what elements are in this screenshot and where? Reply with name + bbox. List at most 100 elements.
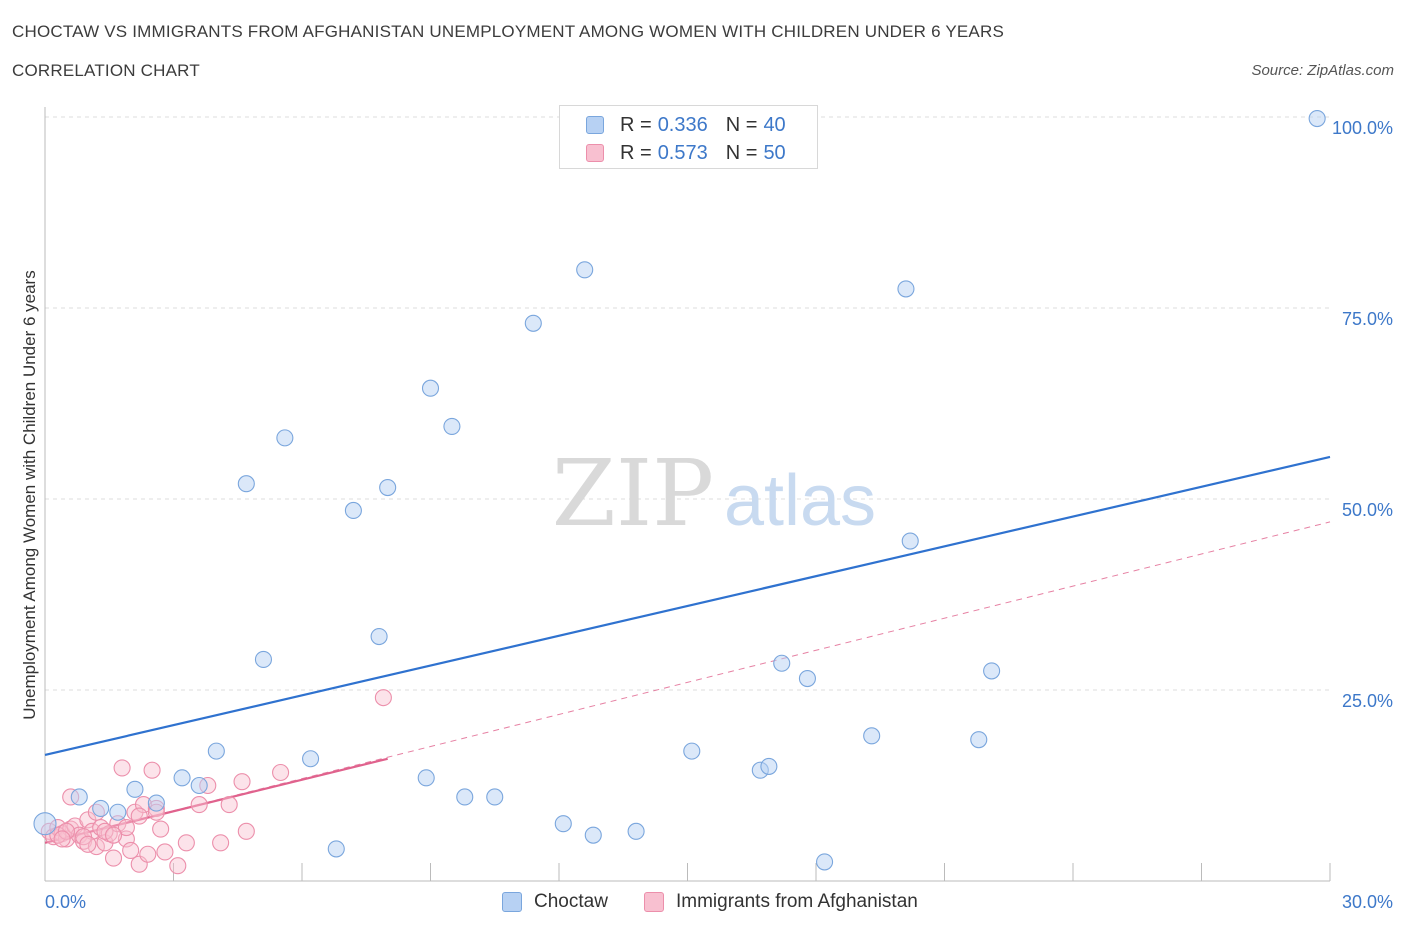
point-choctaw-6 bbox=[173, 769, 191, 787]
point-afghanistan-23 bbox=[139, 845, 157, 863]
point-choctaw-27 bbox=[683, 742, 701, 760]
legend-n-value-choctaw: 40 bbox=[763, 113, 786, 136]
point-afghanistan-29 bbox=[190, 796, 208, 814]
bottom-legend-choctaw: Choctaw bbox=[502, 890, 608, 914]
legend-row-choctaw: R = 0.336 N = 40 bbox=[586, 114, 786, 136]
legend-swatch-afghanistan bbox=[586, 144, 604, 162]
trend-layer bbox=[44, 455, 1331, 844]
point-choctaw-29 bbox=[760, 757, 778, 775]
point-choctaw-4 bbox=[126, 780, 144, 798]
points-layer bbox=[33, 109, 1326, 875]
point-choctaw-18 bbox=[421, 379, 440, 397]
bottom-legend-swatch-choctaw bbox=[502, 892, 522, 912]
point-choctaw-2 bbox=[92, 799, 110, 817]
y-tick-label-100: 100.0% bbox=[1332, 118, 1393, 138]
point-afghanistan-31 bbox=[212, 834, 230, 852]
watermark-zip: ZIP bbox=[552, 440, 714, 547]
legend-r-value-choctaw: 0.336 bbox=[657, 113, 708, 136]
chart-subtitle: CORRELATION CHART bbox=[12, 61, 200, 80]
point-choctaw-22 bbox=[524, 314, 542, 332]
point-afghanistan-28 bbox=[177, 834, 195, 852]
point-afghanistan-49 bbox=[104, 826, 123, 844]
bottom-legend-label-choctaw: Choctaw bbox=[534, 891, 608, 912]
correlation-legend: R = 0.336 N = 40 R = 0.573 N = 50 bbox=[559, 105, 818, 169]
point-choctaw-30 bbox=[773, 654, 791, 672]
point-afghanistan-26 bbox=[156, 843, 174, 861]
y-tick-label-50: 50.0% bbox=[1342, 500, 1393, 520]
point-afghanistan-27 bbox=[169, 857, 187, 875]
point-choctaw-15 bbox=[370, 627, 388, 646]
point-choctaw-9 bbox=[237, 475, 255, 493]
point-choctaw-0 bbox=[33, 812, 57, 836]
source-credit: Source: ZipAtlas.com bbox=[1251, 62, 1394, 79]
point-choctaw-26 bbox=[627, 822, 645, 840]
legend-row-afghanistan: R = 0.573 N = 50 bbox=[586, 142, 786, 164]
point-afghanistan-35 bbox=[272, 763, 290, 782]
trendline-afghanistan bbox=[44, 757, 388, 844]
point-choctaw-17 bbox=[417, 769, 435, 787]
point-choctaw-14 bbox=[344, 501, 362, 520]
point-choctaw-3 bbox=[109, 803, 127, 821]
watermark: ZIP atlas bbox=[552, 440, 876, 547]
bottom-legend-label-afghanistan: Immigrants from Afghanistan bbox=[676, 891, 918, 912]
legend-n-label: N = bbox=[725, 141, 758, 164]
point-afghanistan-15 bbox=[104, 849, 123, 867]
point-afghanistan-43 bbox=[96, 822, 114, 840]
bottom-legend-afghanistan: Immigrants from Afghanistan bbox=[644, 890, 918, 914]
y-tick-label-75: 75.0% bbox=[1342, 309, 1393, 329]
point-afghanistan-36 bbox=[374, 689, 392, 707]
point-choctaw-13 bbox=[327, 840, 345, 858]
legend-n-label: N = bbox=[725, 113, 758, 136]
grid-layer bbox=[45, 116, 1330, 691]
point-choctaw-31 bbox=[798, 669, 816, 688]
point-afghanistan-47 bbox=[53, 830, 71, 848]
point-afghanistan-24 bbox=[143, 761, 161, 779]
point-afghanistan-19 bbox=[122, 841, 140, 859]
y-tick-label-25: 25.0% bbox=[1342, 691, 1393, 711]
point-choctaw-20 bbox=[456, 788, 474, 806]
legend-r-label: R = bbox=[620, 141, 652, 164]
point-afghanistan-34 bbox=[237, 822, 255, 840]
point-afghanistan-32 bbox=[220, 796, 238, 814]
watermark-atlas: atlas bbox=[724, 461, 876, 541]
point-choctaw-21 bbox=[486, 788, 504, 806]
legend-n-value-afghanistan: 50 bbox=[763, 141, 786, 164]
x-tick-label-0: 0.0% bbox=[45, 892, 86, 912]
legend-swatch-choctaw bbox=[586, 116, 604, 134]
point-choctaw-12 bbox=[302, 750, 320, 768]
point-choctaw-32 bbox=[816, 853, 834, 871]
point-choctaw-1 bbox=[70, 788, 88, 806]
legend-r-label: R = bbox=[620, 113, 652, 136]
point-choctaw-5 bbox=[147, 794, 165, 812]
point-choctaw-25 bbox=[584, 826, 602, 844]
x-tick-label-30: 30.0% bbox=[1342, 892, 1393, 912]
point-choctaw-7 bbox=[190, 776, 208, 795]
axis-layer bbox=[44, 107, 1331, 882]
point-afghanistan-48 bbox=[79, 835, 97, 853]
bottom-legend-swatch-afghanistan bbox=[644, 892, 664, 912]
tick-labels-layer: 25.0% 50.0% 75.0% 100.0% 0.0% 30.0% bbox=[45, 118, 1393, 912]
point-choctaw-38 bbox=[1308, 109, 1326, 128]
point-afghanistan-45 bbox=[130, 807, 148, 825]
point-afghanistan-17 bbox=[113, 759, 131, 777]
point-choctaw-16 bbox=[379, 478, 397, 497]
point-choctaw-23 bbox=[554, 815, 572, 833]
legend-r-value-afghanistan: 0.573 bbox=[657, 141, 708, 164]
point-choctaw-33 bbox=[863, 727, 881, 745]
point-choctaw-10 bbox=[254, 650, 273, 668]
point-choctaw-36 bbox=[970, 731, 988, 749]
point-afghanistan-33 bbox=[233, 773, 251, 791]
y-axis-label: Unemployment Among Women with Children U… bbox=[20, 270, 39, 720]
trendline-choctaw bbox=[44, 455, 1331, 757]
chart-title: CHOCTAW VS IMMIGRANTS FROM AFGHANISTAN U… bbox=[12, 22, 1004, 41]
point-choctaw-34 bbox=[901, 532, 919, 550]
point-choctaw-11 bbox=[276, 429, 294, 447]
point-afghanistan-46 bbox=[152, 820, 170, 838]
point-choctaw-35 bbox=[897, 280, 915, 298]
point-choctaw-24 bbox=[576, 261, 594, 279]
point-choctaw-19 bbox=[443, 417, 461, 435]
point-choctaw-37 bbox=[983, 662, 1001, 680]
point-choctaw-8 bbox=[207, 742, 225, 760]
point-afghanistan-44 bbox=[117, 818, 135, 837]
